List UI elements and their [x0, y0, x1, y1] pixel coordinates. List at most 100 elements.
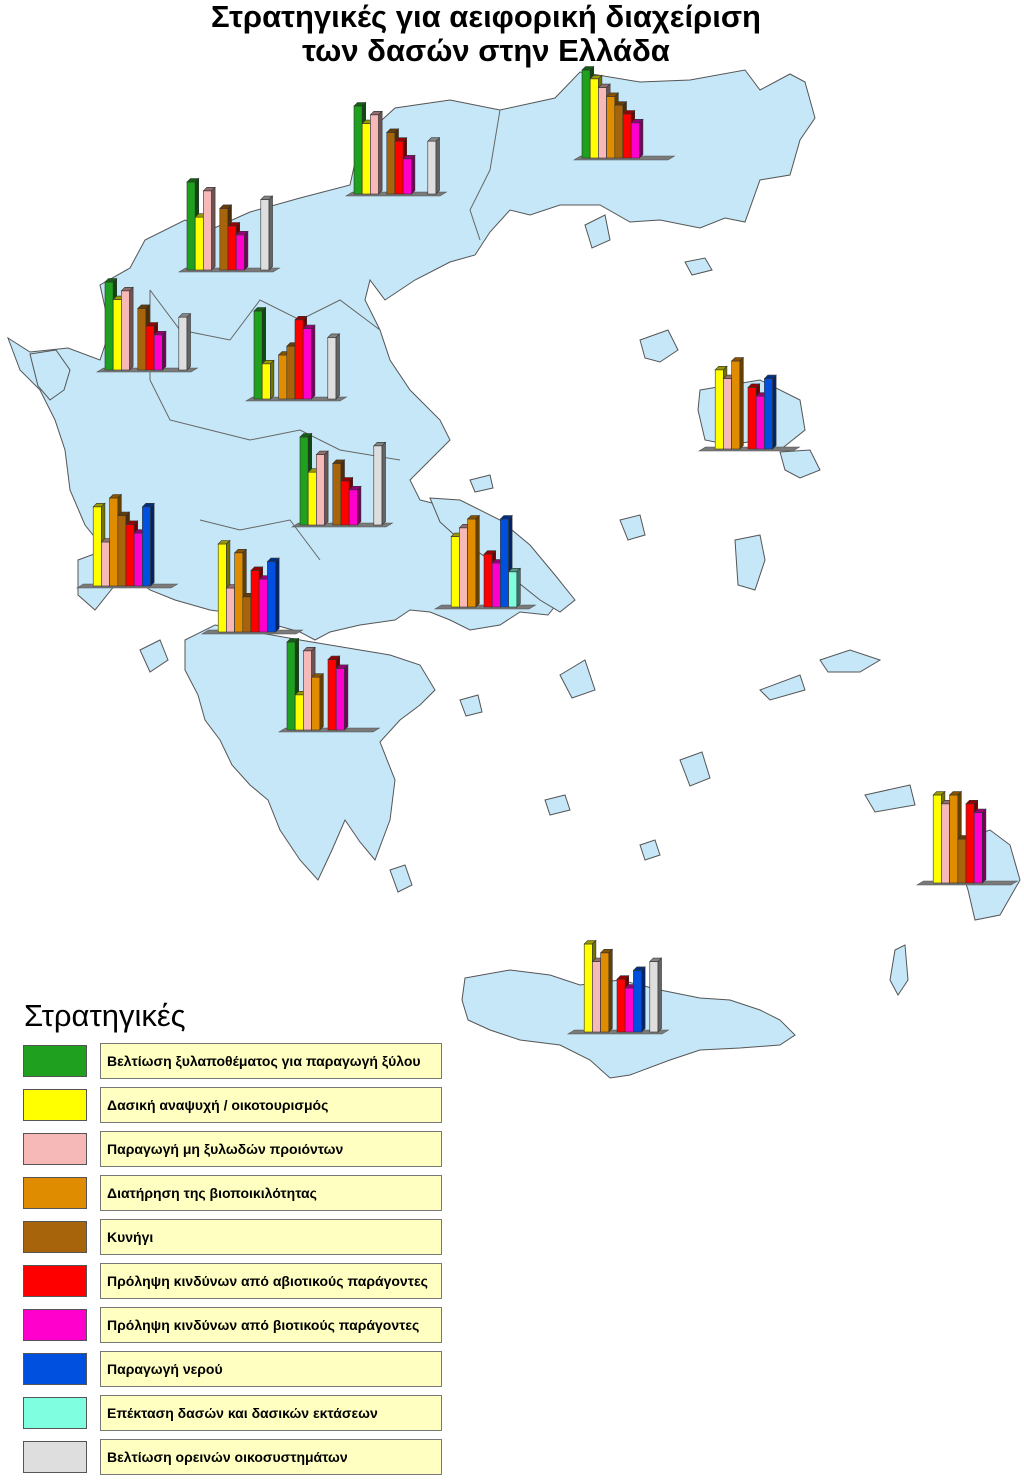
legend-swatch [23, 1177, 87, 1209]
bar-front [286, 641, 296, 731]
bar-front [178, 316, 188, 371]
bar-front [589, 78, 599, 159]
limnos [639, 329, 679, 363]
bar-front [624, 987, 634, 1033]
bar-front [226, 587, 235, 633]
bar-side [657, 957, 662, 1033]
bar-side [129, 286, 134, 371]
region-chart [697, 356, 801, 452]
border-east-central-macedonia [469, 109, 501, 241]
bar-front [941, 803, 950, 884]
bar-side [381, 441, 386, 526]
andros [559, 659, 596, 699]
bar-front [747, 387, 757, 450]
bar-side [608, 948, 613, 1033]
bar-front [316, 454, 325, 526]
region-chart [433, 514, 537, 610]
bar-side [150, 502, 155, 587]
bar-front [311, 676, 321, 731]
bar-front [335, 668, 345, 731]
bar-front [104, 281, 114, 371]
legend-label: Επέκταση δασών και δασικών εκτάσεων [100, 1395, 442, 1431]
bar-front [286, 345, 296, 400]
bar-front [235, 234, 245, 271]
bar-front [267, 561, 276, 633]
bar-side [516, 567, 521, 608]
bar-front [361, 123, 371, 195]
region-chart [177, 177, 281, 273]
bar-side [244, 230, 249, 271]
bar-front [260, 199, 270, 271]
bar-front [459, 527, 468, 608]
bar-front [606, 96, 616, 159]
bar-side [435, 136, 440, 195]
border-sterea-west [199, 519, 321, 561]
bar-front [973, 812, 983, 884]
bar-front [294, 694, 304, 731]
bar-front [450, 536, 460, 608]
legend-label: Πρόληψη κινδύνων από βιοτικούς παράγοντε… [100, 1307, 442, 1343]
bar-front [353, 105, 363, 195]
region-chart [290, 432, 394, 528]
region-chart [344, 101, 448, 197]
bar-front [649, 961, 659, 1033]
bar-front [598, 87, 607, 159]
bar-side [275, 557, 280, 633]
legend-title: Στρατηγικές [24, 998, 186, 1033]
legend-swatch [23, 1353, 87, 1385]
bar-front [327, 659, 337, 731]
bar-front [219, 208, 229, 271]
legend-label: Δασική αναψυχή / οικοτουρισμός [100, 1087, 442, 1123]
border-thessaly-sterea [209, 429, 401, 461]
bar-front [614, 104, 624, 159]
bar-front [250, 570, 260, 633]
bar-front [483, 553, 493, 608]
bar-front [622, 113, 632, 159]
zakynthos [139, 639, 169, 673]
bar-front [965, 803, 975, 884]
bar-front [332, 463, 342, 526]
bar-front [508, 571, 518, 608]
bar-front [491, 562, 501, 608]
bar-side [641, 966, 646, 1033]
bar-front [723, 378, 732, 450]
legend-label: Πρόληψη κινδύνων από αβιοτικούς παράγοντ… [100, 1263, 442, 1299]
kos [864, 784, 916, 813]
kythira [389, 864, 413, 893]
bar-front [217, 543, 227, 633]
bar-front [145, 325, 155, 371]
legend-label: Παραγωγή μη ξυλωδών προιόντων [100, 1131, 442, 1167]
map-title-line2: των δασών στην Ελλάδα [302, 33, 670, 68]
bar-front [402, 158, 412, 195]
chios [734, 534, 766, 591]
bar-side [319, 672, 324, 731]
samothrace [684, 257, 713, 276]
naxos [679, 751, 711, 787]
legend-swatch [23, 1133, 87, 1165]
bar-front [186, 181, 196, 271]
bar-front [600, 952, 610, 1033]
bar-side [982, 808, 987, 884]
bar-front [142, 506, 151, 587]
bar-front [117, 515, 127, 587]
corfu [29, 349, 71, 401]
skyros [619, 514, 646, 541]
bar-front [109, 497, 119, 587]
bar-front [125, 524, 135, 587]
legend-swatch [23, 1045, 87, 1077]
bar-front [137, 308, 147, 371]
bar-front [101, 541, 110, 587]
legend-label: Βελτίωση ξυλαποθέματος για παραγωγή ξύλο… [100, 1043, 442, 1079]
bar-front [581, 69, 591, 159]
bar-front [121, 290, 130, 371]
samos [819, 649, 882, 673]
santorini [639, 839, 661, 861]
region-chart [572, 65, 676, 161]
bar-front [307, 471, 317, 526]
region-chart [200, 539, 304, 635]
bar-side [324, 450, 329, 526]
region-chart [277, 637, 381, 733]
lesvos-south [779, 449, 821, 479]
bar-front [194, 216, 204, 271]
